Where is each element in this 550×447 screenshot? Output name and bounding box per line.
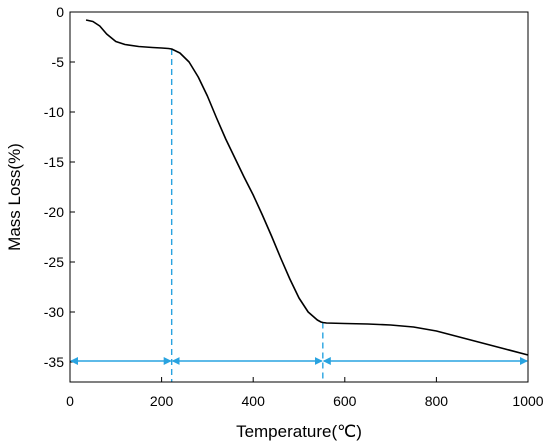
- y-tick-label: -35: [44, 354, 64, 370]
- x-tick-label: 800: [425, 393, 449, 409]
- x-axis-title: Temperature(℃): [236, 422, 362, 441]
- y-tick-label: -25: [44, 254, 64, 270]
- stage-markers: [70, 49, 528, 382]
- y-tick-label: -15: [44, 154, 64, 170]
- x-tick-label: 0: [66, 393, 74, 409]
- x-tick-label: 200: [150, 393, 174, 409]
- y-tick-label: -30: [44, 304, 64, 320]
- x-axis-ticks: 0 200 400 600 800 1000: [66, 377, 544, 409]
- x-tick-label: 600: [333, 393, 357, 409]
- y-tick-label: 0: [56, 4, 64, 20]
- y-tick-label: -20: [44, 204, 64, 220]
- plot-frame: [69, 11, 529, 383]
- y-tick-label: -5: [52, 54, 65, 70]
- mass-loss-curve: [85, 19, 529, 356]
- y-tick-label: -10: [44, 104, 64, 120]
- x-tick-label: 400: [242, 393, 266, 409]
- y-axis-ticks: 0 -5 -10 -15 -20 -25 -30 -35: [44, 4, 75, 370]
- y-axis-title: Mass Loss(%): [5, 143, 24, 251]
- series-group: [85, 19, 529, 356]
- x-tick-label: 1000: [512, 393, 543, 409]
